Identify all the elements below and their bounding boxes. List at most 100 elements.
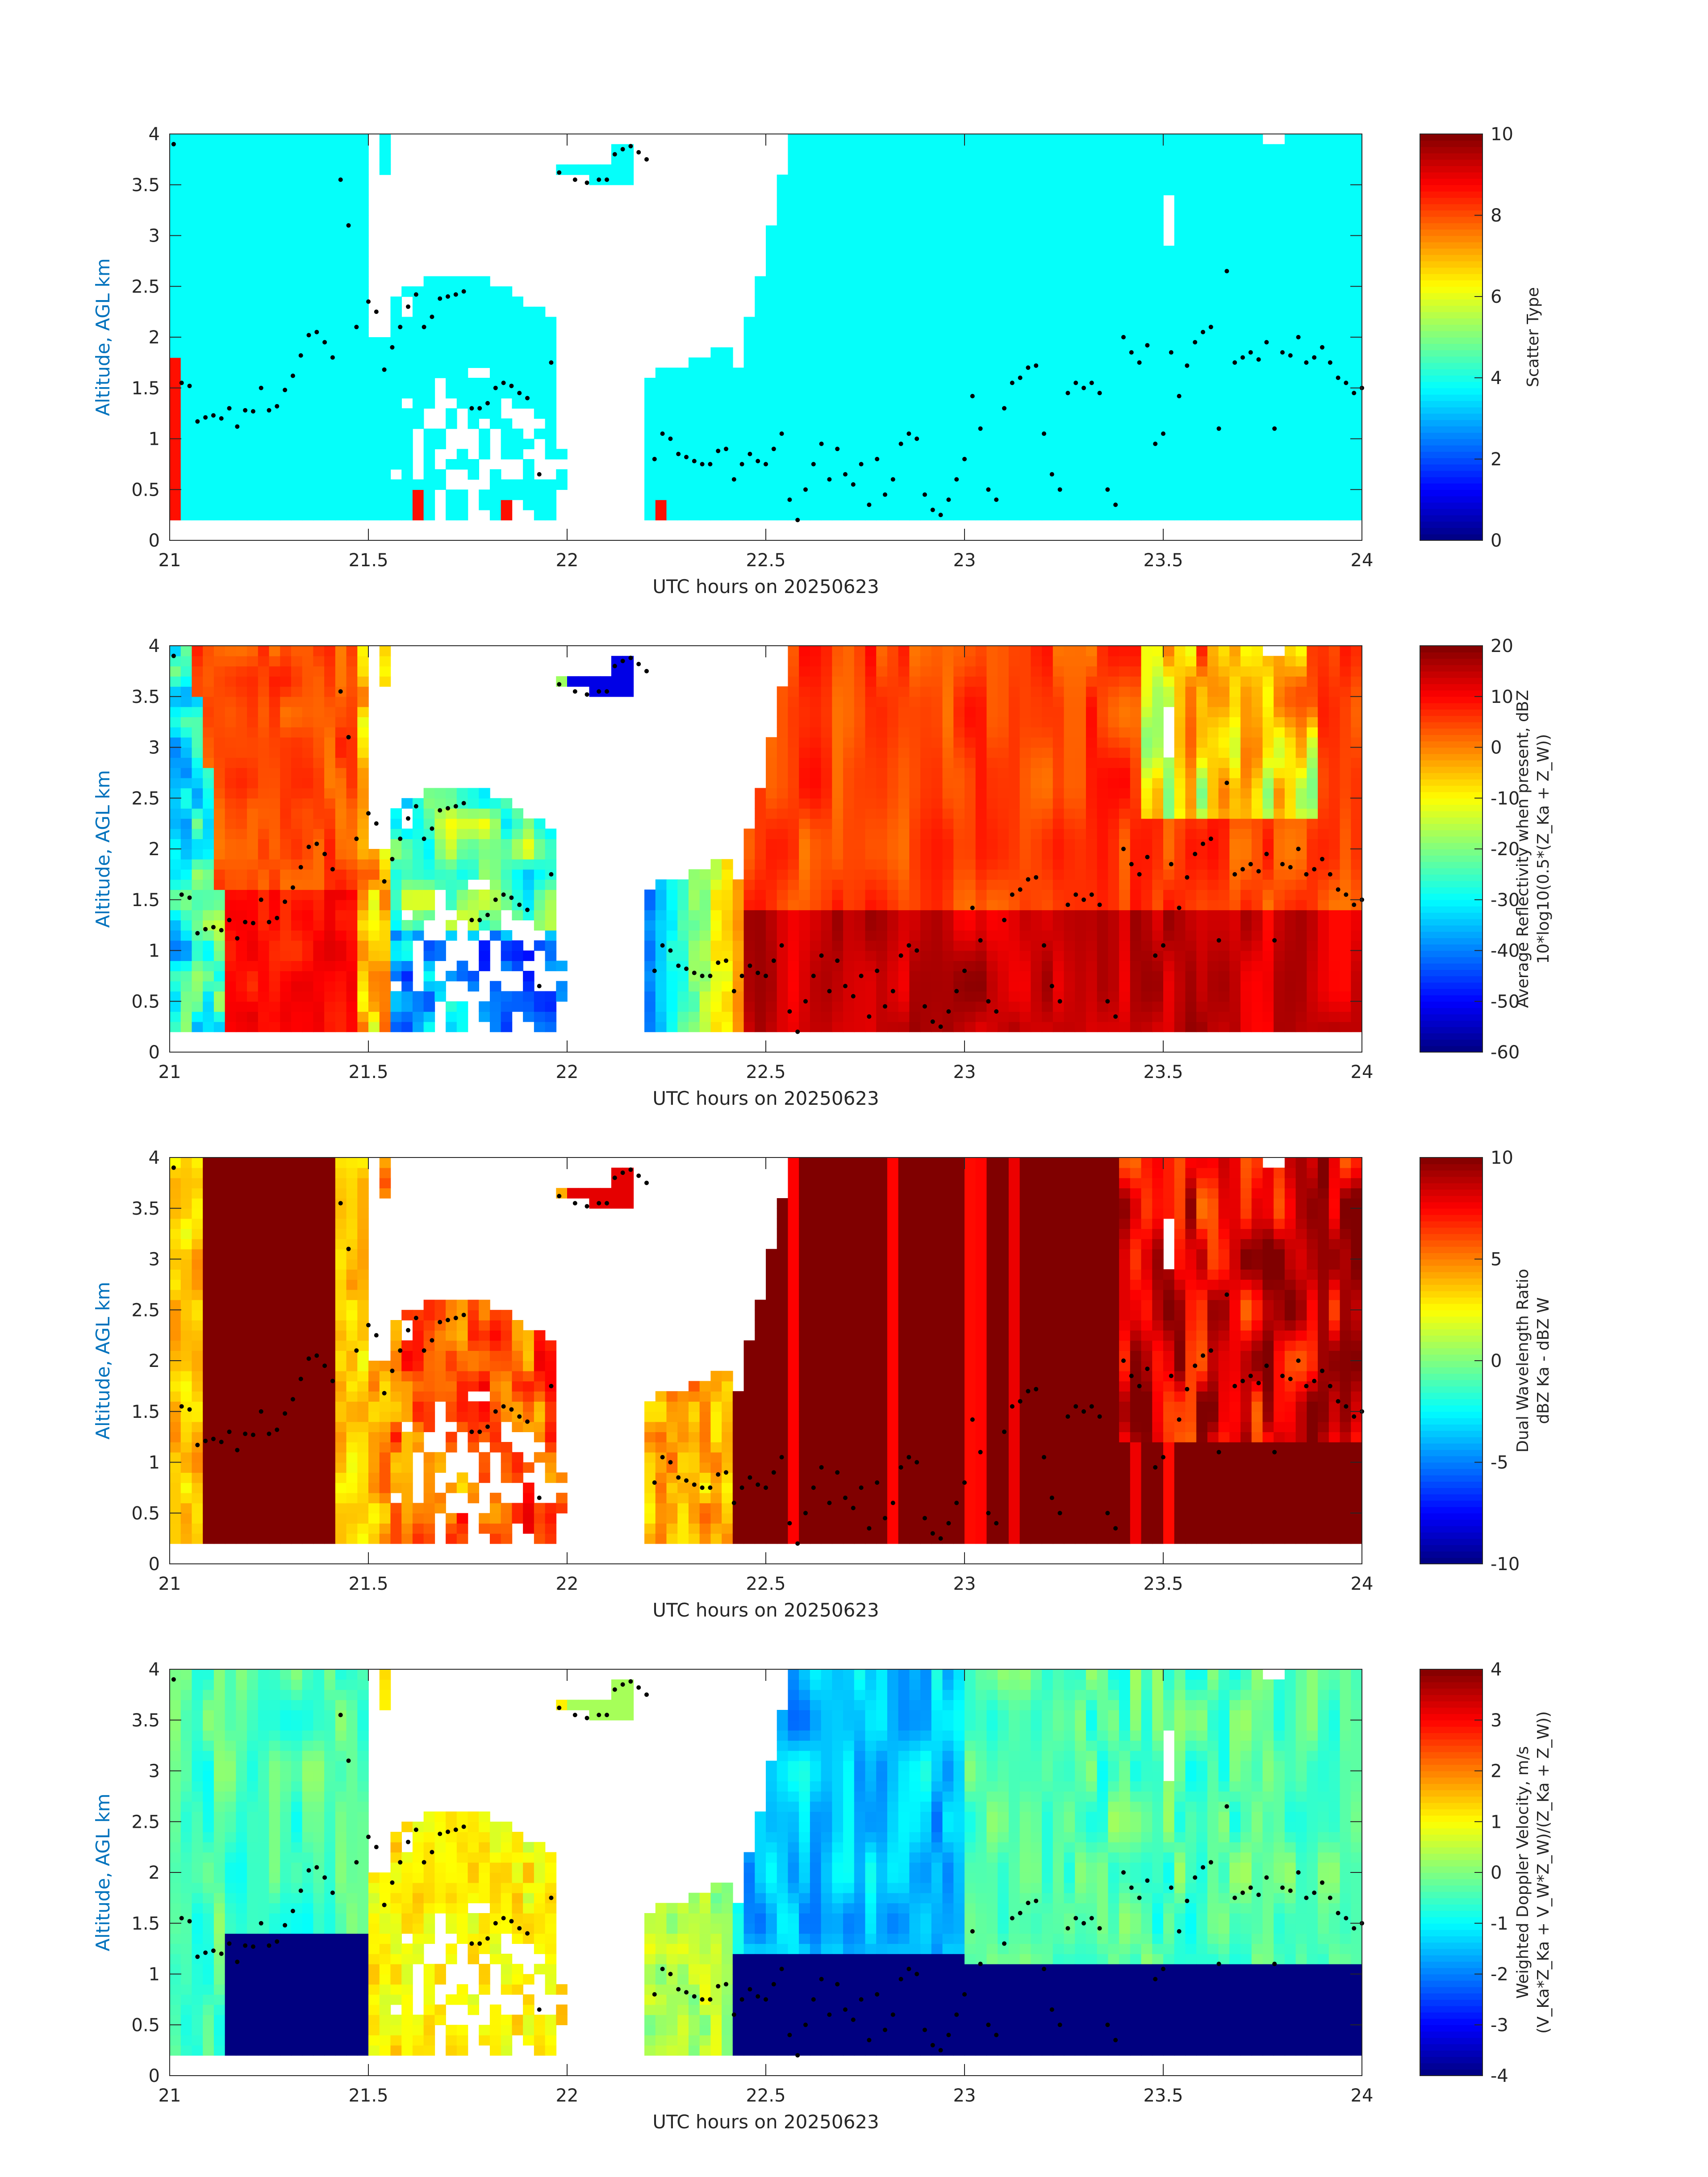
heatmap-cell (170, 184, 181, 196)
heatmap-cell (810, 408, 822, 419)
heatmap-cell (1108, 418, 1119, 429)
heatmap-cell (931, 489, 943, 500)
heatmap-cell (170, 398, 181, 409)
cloud-base-dot (779, 431, 784, 436)
heatmap-cell (567, 164, 579, 175)
heatmap-cell (766, 899, 777, 911)
heatmap-cell (644, 449, 656, 460)
heatmap-cell (1108, 205, 1119, 216)
heatmap-cell (898, 439, 910, 450)
heatmap-cell (998, 337, 1009, 348)
heatmap-cell (324, 164, 336, 175)
heatmap-cell (302, 656, 314, 667)
heatmap-cell (280, 246, 292, 256)
heatmap-cell (247, 479, 259, 490)
heatmap-cell (379, 489, 391, 500)
heatmap-cell (313, 706, 325, 718)
heatmap-cell (1307, 256, 1318, 267)
heatmap-cell (887, 297, 899, 307)
heatmap-cell (180, 489, 192, 500)
heatmap-cell (1240, 500, 1252, 510)
heatmap-cell (953, 449, 965, 460)
heatmap-cell (931, 205, 943, 216)
heatmap-cell (302, 459, 314, 470)
heatmap-cell (998, 184, 1009, 196)
colorbar-swatch (1420, 242, 1482, 249)
heatmap-cell (170, 818, 181, 829)
heatmap-cell (1185, 195, 1197, 206)
heatmap-cell (810, 317, 822, 328)
heatmap-cell (1318, 459, 1329, 470)
heatmap-cell (854, 418, 866, 429)
heatmap-cell (302, 961, 314, 971)
heatmap-cell (313, 317, 325, 328)
heatmap-cell (1295, 205, 1307, 216)
heatmap-cell (832, 899, 844, 911)
heatmap-cell (898, 398, 910, 409)
heatmap-cell (335, 890, 347, 900)
heatmap-cell (357, 899, 369, 911)
heatmap-cell (1174, 276, 1186, 287)
heatmap-cell (710, 347, 722, 358)
heatmap-cell (1351, 154, 1362, 165)
heatmap-cell (755, 1001, 766, 1012)
heatmap-cell (225, 646, 237, 656)
heatmap-cell (832, 388, 844, 399)
heatmap-cell (931, 266, 943, 277)
heatmap-cell (843, 899, 855, 911)
heatmap-cell (1229, 144, 1241, 155)
heatmap-cell (280, 666, 292, 677)
heatmap-cell (799, 337, 810, 348)
heatmap-cell (446, 500, 457, 510)
heatmap-cell (258, 788, 270, 799)
heatmap-cell (1174, 225, 1186, 236)
heatmap-cell (1284, 469, 1296, 480)
cloud-base-dot (211, 413, 216, 418)
heatmap-cell (335, 408, 347, 419)
heatmap-cell (324, 357, 336, 368)
heatmap-cell (1185, 378, 1197, 389)
heatmap-cell (843, 134, 855, 145)
heatmap-cell (357, 388, 369, 399)
heatmap-cell (291, 489, 303, 500)
heatmap-cell (799, 408, 810, 419)
heatmap-cell (346, 205, 358, 216)
heatmap-cell (446, 306, 457, 318)
heatmap-cell (357, 981, 369, 992)
heatmap-cell (1119, 398, 1131, 409)
heatmap-cell (1119, 297, 1131, 307)
heatmap-cell (534, 899, 546, 911)
heatmap-cell (942, 175, 954, 185)
heatmap-cell (1295, 164, 1307, 175)
heatmap-cell (1240, 144, 1252, 155)
heatmap-cell (699, 439, 711, 450)
heatmap-cell (810, 357, 822, 368)
heatmap-cell (446, 899, 457, 911)
heatmap-cell (1108, 276, 1119, 287)
heatmap-cell (688, 418, 700, 429)
heatmap-cell (1008, 337, 1020, 348)
heatmap-cell (456, 971, 468, 982)
heatmap-cell (1119, 195, 1131, 206)
colorbar-swatch (1420, 515, 1482, 522)
heatmap-cell (1274, 266, 1285, 277)
heatmap-cell (799, 134, 810, 145)
heatmap-cell (1174, 175, 1186, 185)
heatmap-cell (302, 368, 314, 378)
heatmap-cell (799, 910, 810, 921)
heatmap-cell (302, 920, 314, 931)
heatmap-cell (688, 890, 700, 900)
heatmap-cell (832, 788, 844, 799)
heatmap-cell (1108, 337, 1119, 348)
heatmap-cell (324, 828, 336, 840)
heatmap-cell (379, 510, 391, 521)
heatmap-cell (247, 717, 259, 727)
heatmap-cell (324, 479, 336, 490)
heatmap-cell (600, 164, 612, 175)
heatmap-cell (832, 717, 844, 727)
heatmap-cell (258, 175, 270, 185)
heatmap-cell (655, 1011, 667, 1022)
heatmap-cell (545, 920, 557, 931)
heatmap-cell (799, 727, 810, 738)
heatmap-cell (170, 971, 181, 982)
